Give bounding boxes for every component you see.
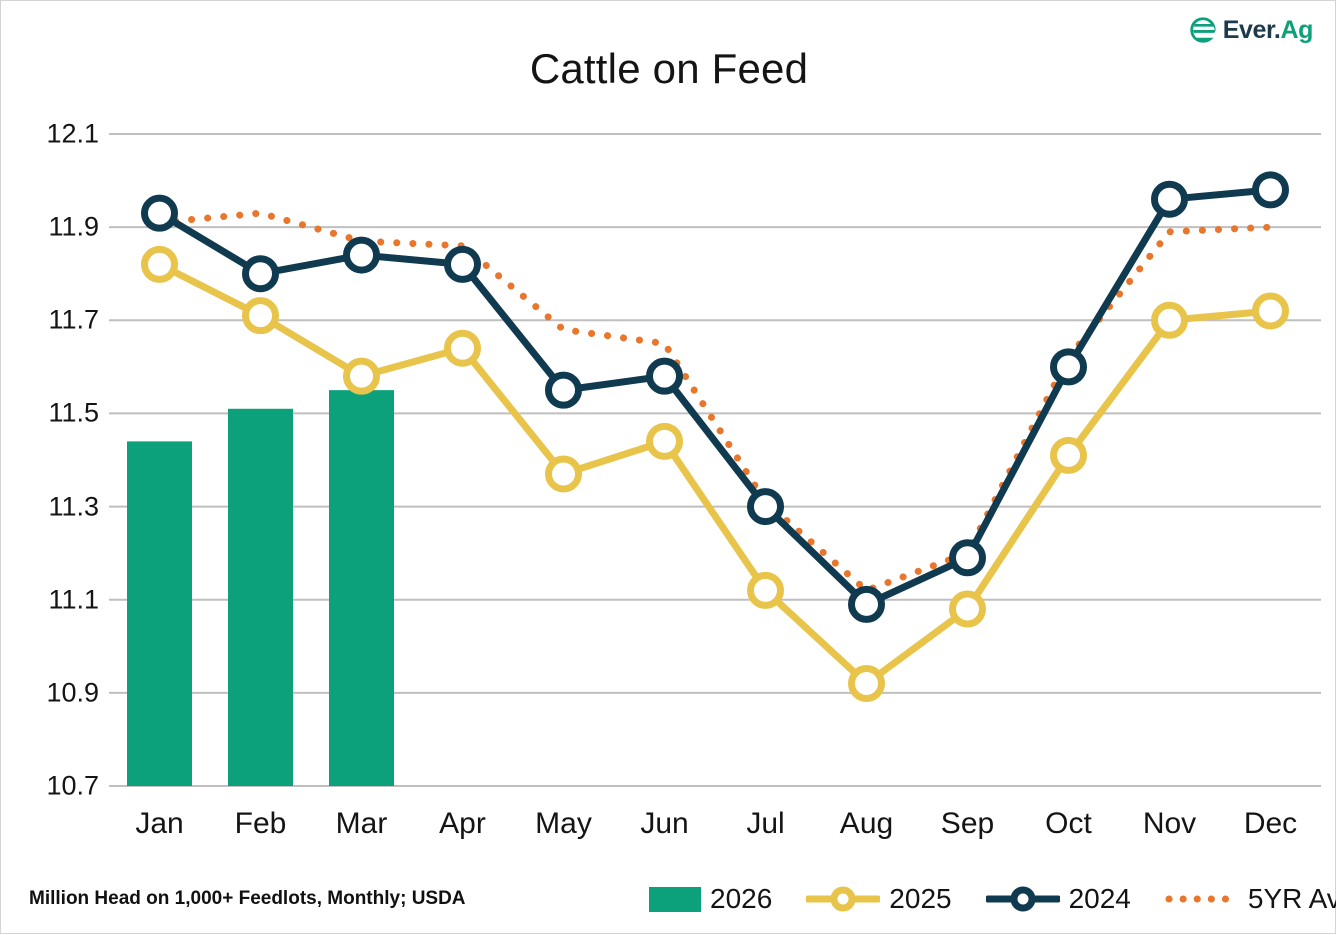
legend-label: 2024 <box>1068 883 1131 914</box>
x-tick-label: May <box>535 807 592 840</box>
x-axis: Jan Feb Mar Apr May Jun Jul Aug Sep Oct Nov Dec <box>1 807 1336 855</box>
x-tick-label: Feb <box>234 807 287 840</box>
legend-label: 2026 <box>710 883 773 914</box>
legend-item-5yr-avg[interactable]: 5YR Avg <box>1165 883 1336 915</box>
x-tick-label: Oct <box>1045 807 1092 840</box>
x-tick-label: Dec <box>1243 807 1298 840</box>
line-series-2024 <box>156 186 1274 608</box>
x-tick-label: Apr <box>439 807 486 840</box>
y-tick-label: 11.9 <box>48 211 99 242</box>
gridlines <box>109 133 1321 787</box>
data-point-marker <box>1151 180 1188 218</box>
ever-ag-swoosh-icon <box>1190 17 1216 43</box>
data-point-marker <box>848 585 885 623</box>
markers-2025 <box>141 245 1289 703</box>
x-tick-label: Sep <box>940 807 995 840</box>
page-title: Cattle on Feed <box>529 45 809 92</box>
x-tick-label: Jun <box>640 807 689 840</box>
line-series-5yr-avg <box>156 209 1274 594</box>
data-point-marker <box>949 590 986 628</box>
data-point-marker <box>1151 301 1188 339</box>
data-point-marker <box>646 357 683 395</box>
legend-swatch-bar <box>649 886 701 912</box>
source-note: Million Head on 1,000+ Feedlots, Monthly… <box>29 888 466 909</box>
chart-footer: Million Head on 1,000+ Feedlots, Monthly… <box>1 865 1336 933</box>
legend-swatch-dotted <box>1165 895 1239 903</box>
y-tick-label: 11.7 <box>48 304 99 335</box>
data-point-marker <box>646 422 683 460</box>
bar <box>329 390 394 786</box>
data-point-marker <box>343 357 380 395</box>
legend-item-2024[interactable]: 2024 <box>985 883 1131 915</box>
data-point-marker <box>343 236 380 274</box>
data-point-marker <box>1050 436 1087 474</box>
data-point-marker <box>1252 171 1289 209</box>
logo-word-dark: Ever. <box>1222 15 1281 44</box>
legend-label: 5YR Avg <box>1247 883 1336 914</box>
data-point-marker <box>747 571 784 609</box>
x-tick-label: Jan <box>135 807 184 840</box>
legend-item-2025[interactable]: 2025 <box>806 883 952 915</box>
legend-swatch-line <box>806 886 881 912</box>
series-line <box>156 260 1274 688</box>
data-point-marker <box>545 371 582 409</box>
x-tick-label: Nov <box>1142 807 1197 840</box>
legend-label: 2025 <box>889 883 952 914</box>
y-tick-label: 10.7 <box>46 770 99 801</box>
ever-ag-logo: Ever.Ag <box>1188 13 1313 47</box>
data-point-marker <box>949 539 986 577</box>
x-tick-label: Mar <box>335 807 388 840</box>
data-point-marker <box>545 455 582 493</box>
data-point-marker <box>747 488 784 526</box>
series-line <box>156 186 1274 608</box>
y-axis: 10.7 10.9 11.1 11.3 11.5 11.7 11.9 12.1 <box>1 1 99 935</box>
legend-swatch-line <box>985 886 1060 912</box>
line-series-2025 <box>156 260 1274 688</box>
bar <box>228 408 293 786</box>
y-tick-label: 11.5 <box>48 397 99 428</box>
data-point-marker <box>242 255 279 293</box>
bar-series-2026 <box>127 390 394 786</box>
data-point-marker <box>444 245 481 283</box>
bar <box>127 441 192 786</box>
y-tick-label: 11.1 <box>48 584 99 615</box>
legend-item-2026[interactable]: 2026 <box>649 883 772 915</box>
data-point-marker <box>1050 348 1087 386</box>
data-point-marker <box>141 245 178 283</box>
legend: 2026 2025 2024 5YR Avg <box>649 883 1336 915</box>
data-point-marker <box>848 665 885 703</box>
series-line <box>156 209 1274 594</box>
y-tick-label: 12.1 <box>46 118 99 149</box>
y-tick-label: 10.9 <box>46 677 99 708</box>
data-point-marker <box>444 329 481 367</box>
y-tick-label: 11.3 <box>48 491 99 522</box>
data-point-marker <box>141 194 178 232</box>
markers-2024 <box>141 171 1289 623</box>
data-point-marker <box>1252 292 1289 330</box>
x-tick-label: Aug <box>839 807 894 840</box>
logo-word-green: Ag <box>1280 15 1313 44</box>
x-tick-label: Jul <box>746 807 785 840</box>
data-point-marker <box>242 297 279 335</box>
